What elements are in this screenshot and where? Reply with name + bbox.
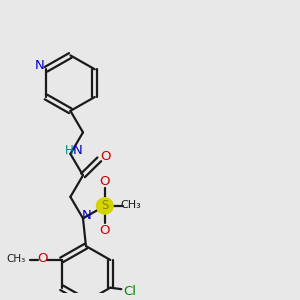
Text: N: N bbox=[35, 59, 45, 72]
Text: O: O bbox=[100, 224, 110, 237]
Text: Cl: Cl bbox=[124, 285, 137, 298]
Text: N: N bbox=[73, 144, 83, 158]
Text: S: S bbox=[101, 199, 109, 212]
Circle shape bbox=[97, 198, 113, 214]
Text: CH₃: CH₃ bbox=[120, 200, 141, 210]
Text: CH₃: CH₃ bbox=[7, 254, 26, 264]
Text: O: O bbox=[100, 175, 110, 188]
Text: N: N bbox=[82, 209, 92, 222]
Text: O: O bbox=[37, 252, 47, 265]
Text: O: O bbox=[100, 151, 111, 164]
Text: H: H bbox=[64, 144, 73, 158]
